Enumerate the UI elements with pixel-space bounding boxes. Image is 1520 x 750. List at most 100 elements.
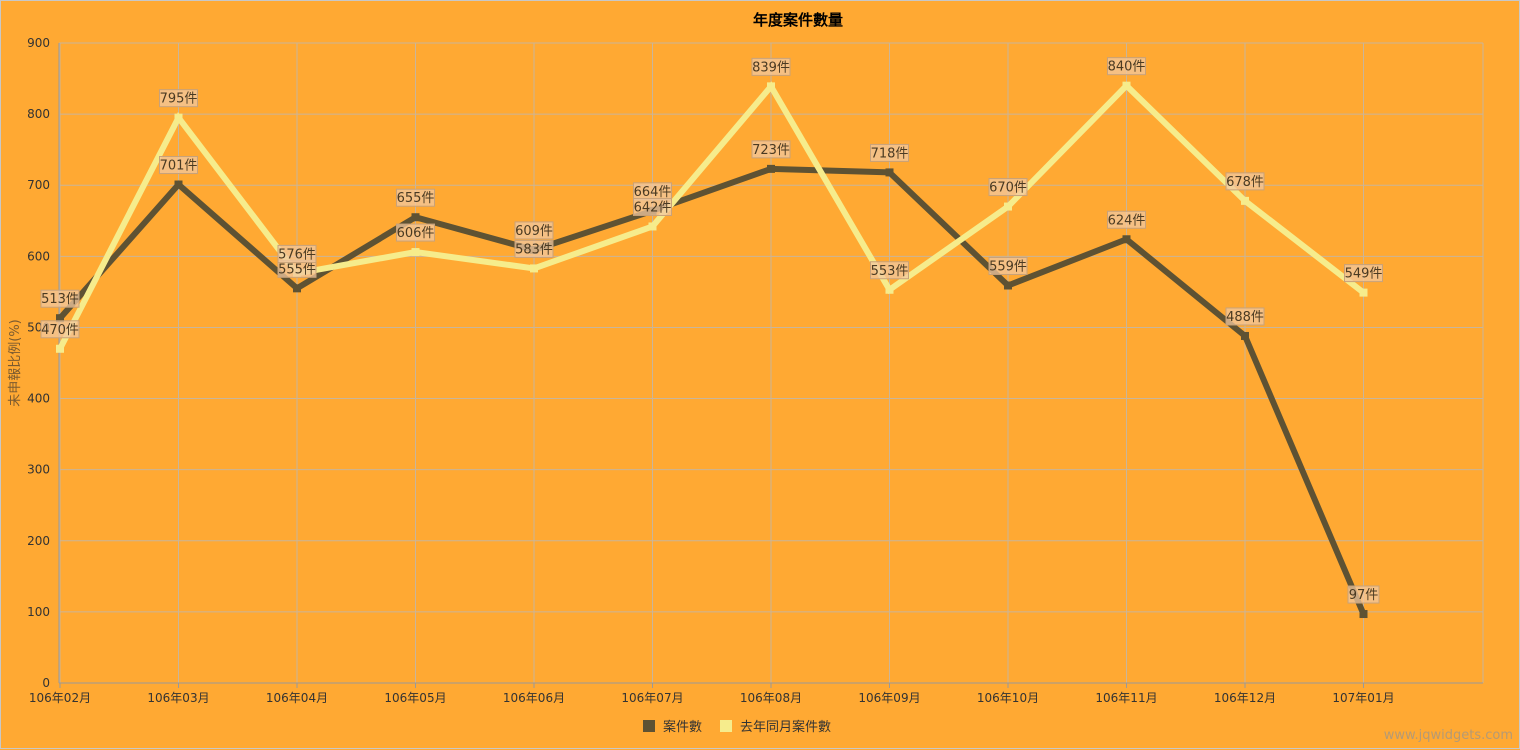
data-label-box <box>396 188 435 207</box>
data-label-text: 718件 <box>871 146 909 161</box>
series-1-marker <box>1241 331 1249 340</box>
series-1-marker <box>885 168 894 177</box>
series-2-marker <box>1122 81 1131 90</box>
y-tick-label: 900 <box>27 36 50 50</box>
series-group <box>56 81 1368 619</box>
data-label-box <box>514 221 554 240</box>
data-label-box <box>40 320 80 339</box>
data-label-box <box>633 197 672 216</box>
y-tick-label: 700 <box>27 178 50 192</box>
data-label: 97件 <box>1347 585 1380 604</box>
data-label: 664件 <box>633 182 672 201</box>
x-axis-ticks: 106年02月 106年03月 106年04月 106年05月 106年06月 106年0… <box>29 683 1395 705</box>
data-label: 583件 <box>514 239 554 258</box>
series-1-marker <box>293 284 301 293</box>
data-label: 655件 <box>396 188 435 207</box>
y-tick-label: 300 <box>27 463 50 477</box>
data-label-text: 678件 <box>1226 175 1264 190</box>
series-1-marker <box>56 314 64 323</box>
data-label-box <box>159 156 198 175</box>
data-label-text: 606件 <box>397 226 435 241</box>
data-label: 723件 <box>751 140 791 159</box>
series-1-marker <box>767 164 775 173</box>
x-tick-label: 106年05月 <box>384 691 446 705</box>
data-label-text: 488件 <box>1226 310 1264 325</box>
data-label: 701件 <box>159 156 198 175</box>
series-line-1 <box>57 165 1367 616</box>
data-label-box <box>751 140 791 159</box>
data-label-box <box>1225 172 1265 191</box>
data-label: 609件 <box>514 221 554 240</box>
series-2-marker <box>885 285 894 294</box>
data-label: 559件 <box>988 256 1028 275</box>
data-label-text: 555件 <box>278 262 316 277</box>
data-label-box <box>1225 307 1265 326</box>
series-1-marker <box>1359 610 1368 619</box>
data-label-text: 795件 <box>160 92 198 107</box>
data-label-box <box>870 261 909 280</box>
data-label: 553件 <box>870 261 909 280</box>
x-tick-label: 106年08月 <box>740 691 802 705</box>
data-label-text: 701件 <box>160 159 198 174</box>
series-2-marker <box>411 248 420 257</box>
data-label: 839件 <box>751 57 791 76</box>
y-axis-title: 未申報比例(%) <box>8 319 23 407</box>
data-label-text: 513件 <box>41 292 79 307</box>
legend-swatch <box>720 720 732 732</box>
data-label: 576件 <box>277 244 317 263</box>
grid-lines <box>58 42 1484 684</box>
series-2-marker <box>648 222 657 231</box>
data-label: 555件 <box>277 259 317 278</box>
legend-item-2[interactable]: 去年同月案件數 <box>720 720 831 735</box>
data-label-box <box>159 89 198 108</box>
series-2-marker <box>530 264 538 273</box>
legend[interactable]: 案件數 去年同月案件數 <box>643 720 831 735</box>
data-label: 606件 <box>396 223 435 242</box>
y-tick-label: 0 <box>42 676 50 690</box>
data-label-box <box>751 57 791 76</box>
data-label-box <box>988 178 1028 197</box>
x-tick-label: 107年01月 <box>1332 691 1394 705</box>
data-label-text: 470件 <box>41 323 79 338</box>
data-label-text: 97件 <box>1349 588 1379 603</box>
x-tick-label: 106年06月 <box>503 691 565 705</box>
data-label-box <box>1107 57 1146 76</box>
data-label-box <box>1344 264 1383 283</box>
legend-item-1[interactable]: 案件數 <box>643 720 702 735</box>
data-label-text: 839件 <box>752 60 790 75</box>
data-label: 488件 <box>1225 307 1265 326</box>
series-1-marker <box>1122 235 1131 244</box>
data-label-box <box>870 143 909 162</box>
data-label-box <box>514 239 554 258</box>
series-2-marker <box>1004 202 1012 211</box>
data-label-text: 559件 <box>989 259 1027 274</box>
data-label: 470件 <box>40 320 80 339</box>
y-tick-label: 200 <box>27 534 50 548</box>
data-label: 718件 <box>870 143 909 162</box>
series-2-marker <box>1241 196 1249 205</box>
data-label-box <box>1347 585 1380 604</box>
data-label-box <box>1107 210 1146 229</box>
y-tick-label: 600 <box>27 249 50 263</box>
data-label-text: 840件 <box>1108 60 1146 75</box>
data-label-text: 553件 <box>871 264 909 279</box>
data-labels: 513件 701件 555件 655件 609件 664件 723件 718件 559件 624件… <box>40 57 1383 604</box>
data-label-text: 609件 <box>515 224 553 239</box>
data-label-text: 723件 <box>752 143 790 158</box>
chart-title: 年度案件數量 <box>753 11 843 29</box>
series-line-2 <box>57 81 1366 351</box>
data-label-text: 583件 <box>515 242 553 257</box>
data-label: 795件 <box>159 89 198 108</box>
data-label-text: 655件 <box>397 191 435 206</box>
data-label: 670件 <box>988 178 1028 197</box>
series-2-marker <box>174 113 183 122</box>
y-tick-label: 800 <box>27 107 50 121</box>
data-label-text: 576件 <box>278 247 316 262</box>
x-tick-label: 106年02月 <box>29 691 91 705</box>
watermark: www.jqwidgets.com <box>1384 728 1513 743</box>
x-tick-label: 106年09月 <box>858 691 920 705</box>
series-2-marker <box>767 82 775 91</box>
data-label: 840件 <box>1107 57 1146 76</box>
